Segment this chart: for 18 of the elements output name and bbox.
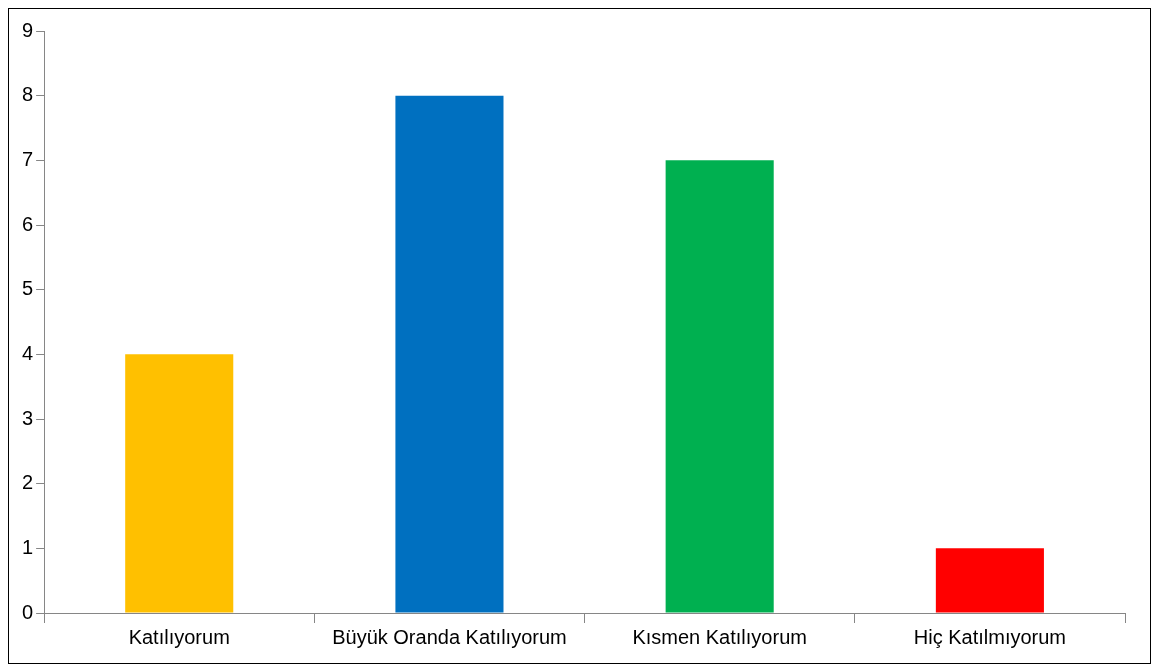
bar [935,548,1044,613]
y-tick-label: 8 [22,83,34,106]
bar [665,160,774,613]
y-tick-label: 7 [22,147,34,170]
bar [125,354,234,613]
x-tick-label: Kısmen Katılıyorum [632,625,807,648]
y-tick-label: 1 [22,535,34,558]
y-tick-label: 4 [22,341,34,364]
x-tick-label: Katılıyorum [128,625,230,648]
y-tick-label: 9 [22,18,34,41]
y-tick-label: 6 [22,212,34,235]
y-tick-label: 5 [22,277,34,300]
y-tick-label: 0 [22,600,34,623]
y-tick-label: 3 [22,406,34,429]
bar [395,95,504,613]
x-tick-label: Hiç Katılmıyorum [913,625,1067,648]
x-tick-label: Büyük Oranda Katılıyorum [332,625,567,648]
y-tick-label: 2 [22,471,34,494]
